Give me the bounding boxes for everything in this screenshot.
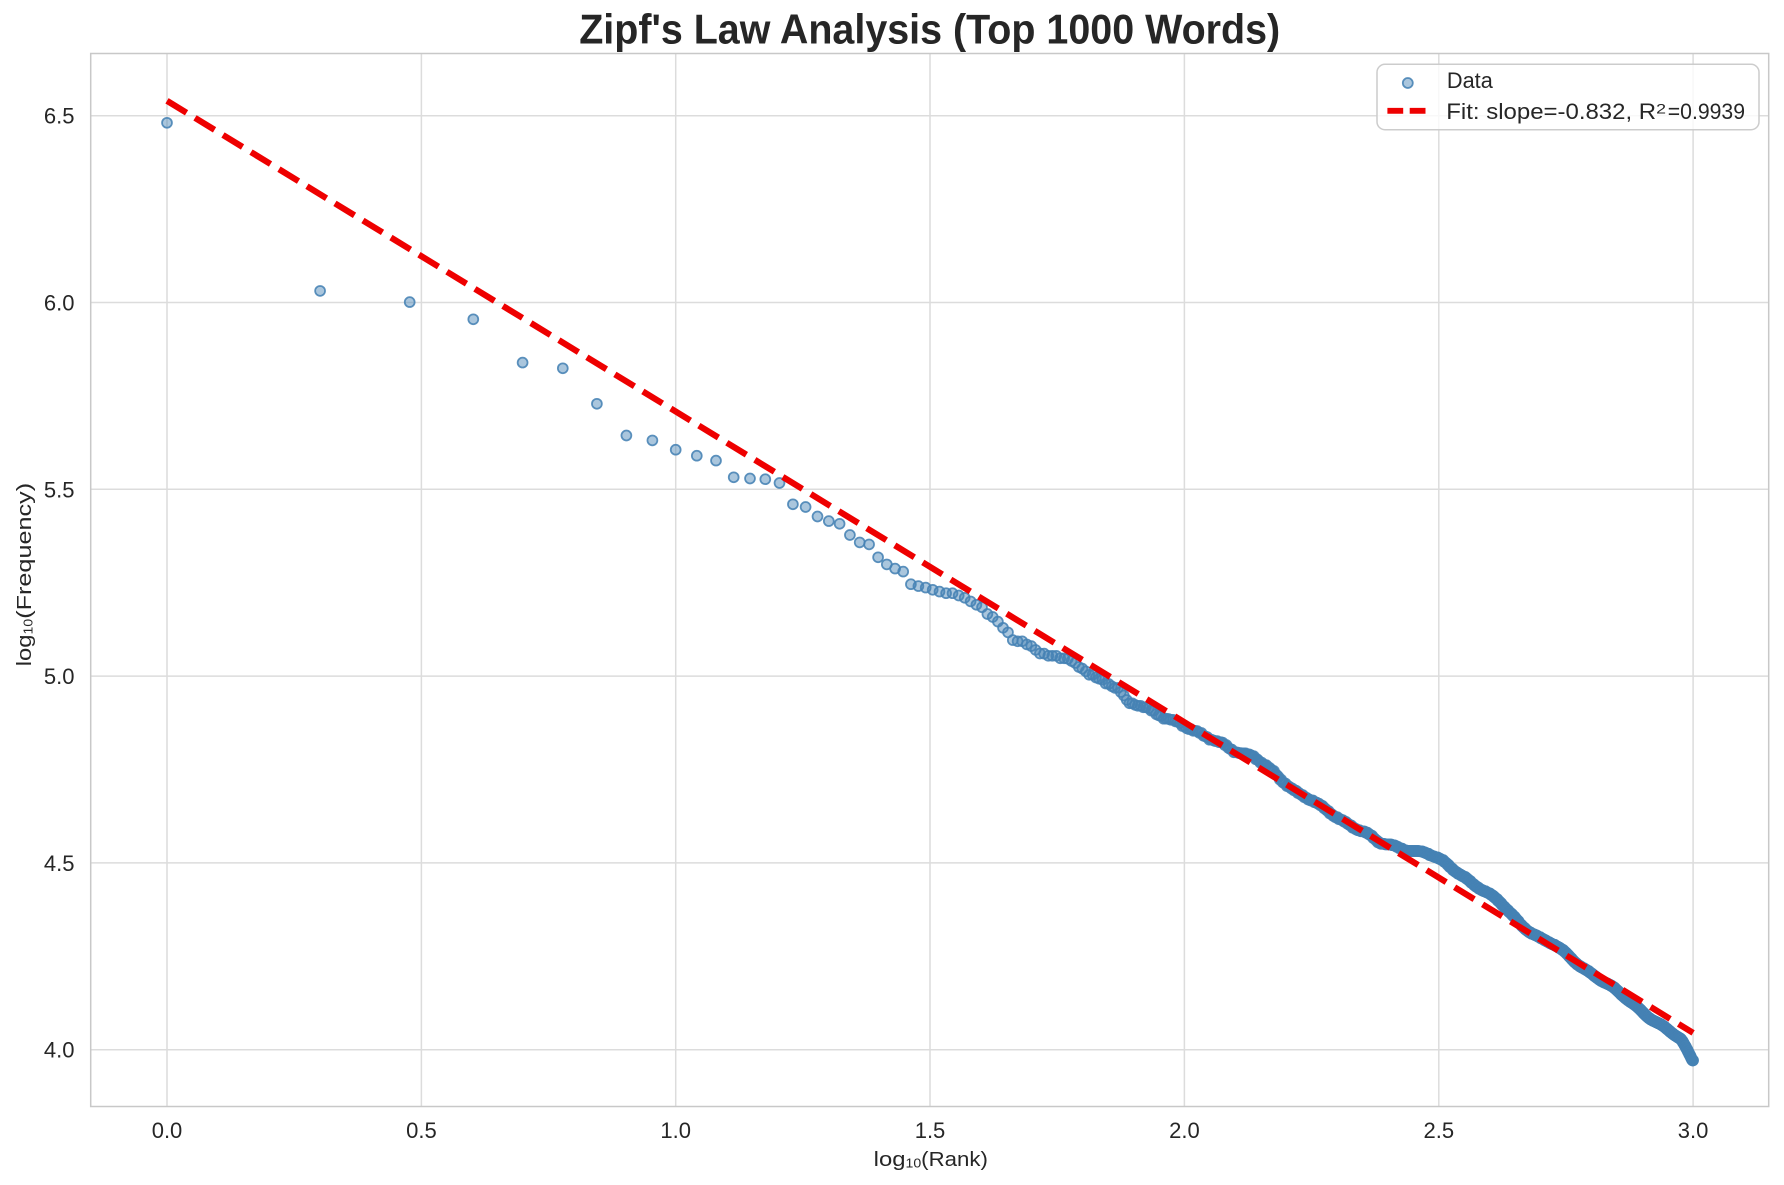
svg-text:=0.9939: =0.9939 bbox=[1668, 99, 1745, 124]
svg-text:1.0: 1.0 bbox=[660, 1118, 691, 1143]
svg-text:4.0: 4.0 bbox=[44, 1038, 75, 1063]
svg-text:10: 10 bbox=[21, 619, 36, 635]
svg-text:Fit: slope=-0.832, R: Fit: slope=-0.832, R bbox=[1446, 99, 1656, 124]
svg-text:2.5: 2.5 bbox=[1424, 1118, 1455, 1143]
svg-text:4.5: 4.5 bbox=[44, 851, 75, 876]
svg-text:log: log bbox=[13, 635, 36, 667]
svg-text:Zipf's Law Analysis (Top 1000: Zipf's Law Analysis (Top 1000 Words) bbox=[579, 6, 1280, 53]
svg-text:6.5: 6.5 bbox=[44, 104, 75, 129]
svg-text:log: log bbox=[874, 1148, 906, 1171]
svg-text:6.0: 6.0 bbox=[44, 291, 75, 316]
svg-text:(Frequency): (Frequency) bbox=[13, 483, 36, 619]
svg-text:0.0: 0.0 bbox=[152, 1118, 183, 1143]
svg-text:(Rank): (Rank) bbox=[921, 1148, 988, 1171]
svg-text:2: 2 bbox=[1656, 101, 1666, 116]
svg-text:5.5: 5.5 bbox=[44, 477, 75, 502]
svg-text:1.5: 1.5 bbox=[915, 1118, 946, 1143]
svg-text:3.0: 3.0 bbox=[1678, 1118, 1709, 1143]
svg-text:2.0: 2.0 bbox=[1169, 1118, 1200, 1143]
svg-text:10: 10 bbox=[906, 1155, 922, 1170]
svg-text:Data: Data bbox=[1447, 68, 1494, 93]
svg-text:5.0: 5.0 bbox=[44, 664, 75, 689]
svg-text:0.5: 0.5 bbox=[406, 1118, 437, 1143]
